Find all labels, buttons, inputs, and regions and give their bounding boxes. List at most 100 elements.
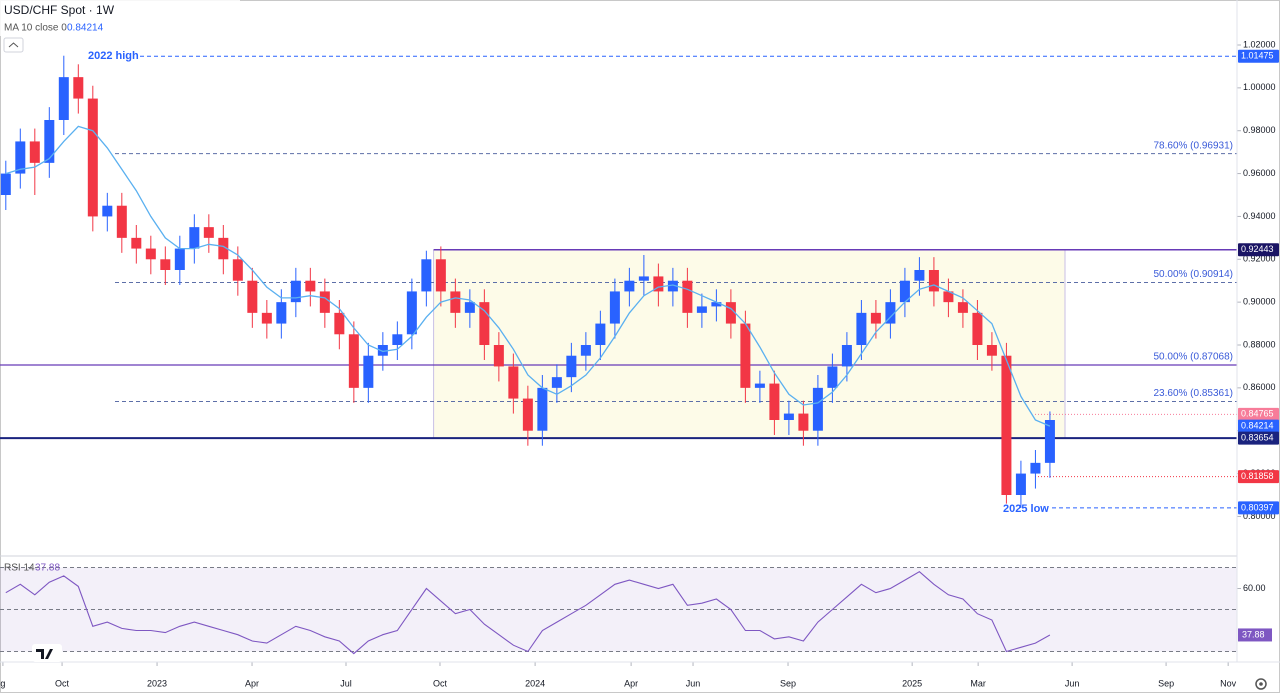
- candle-body: [798, 413, 809, 431]
- candle-body: [87, 98, 98, 217]
- price-label-box: [1238, 407, 1279, 421]
- logo-mark: [36, 649, 53, 659]
- price-label-box: [1238, 49, 1279, 63]
- candle-body: [116, 205, 127, 238]
- candle-body: [450, 291, 461, 313]
- x-tick-label: g: [0, 678, 5, 688]
- y-tick-label: 0.94000: [1243, 211, 1276, 221]
- x-tick-label: Oct: [55, 678, 70, 688]
- x-tick-label: Mar: [970, 678, 986, 688]
- candle-body: [479, 302, 490, 345]
- rsi-label-box: [1238, 628, 1272, 642]
- candle-body: [421, 259, 432, 292]
- candle-body: [218, 237, 229, 260]
- x-tick-label: 2024: [525, 678, 545, 688]
- price-label-box: [1238, 501, 1279, 515]
- candle-body: [711, 302, 722, 307]
- rsi-price-label: 37.88: [1242, 629, 1265, 639]
- price-label-box: [1238, 431, 1279, 445]
- candle-body: [928, 270, 939, 292]
- x-tick-label: 2023: [147, 678, 167, 688]
- candle-body: [1044, 420, 1055, 463]
- candle-body: [682, 280, 693, 313]
- candle-body: [769, 383, 780, 420]
- price-label-box: [1238, 470, 1279, 484]
- level-note: 2025 low: [1003, 503, 1049, 515]
- x-tick-label: Jun: [1065, 678, 1080, 688]
- candle-body: [870, 312, 881, 324]
- x-tick-label: Jul: [340, 678, 352, 688]
- candle-body: [609, 291, 620, 324]
- collapse-button[interactable]: [3, 37, 24, 53]
- y-tick-label: 0.92000: [1243, 254, 1276, 264]
- candle-body: [348, 334, 359, 388]
- candle-body: [247, 280, 258, 313]
- candle-body: [580, 345, 591, 356]
- price-label-box: [1238, 243, 1279, 257]
- candle-body: [58, 77, 69, 120]
- candle-body: [754, 383, 765, 388]
- candle-body: [841, 345, 852, 367]
- y-tick-label: 1.00000: [1243, 82, 1276, 92]
- candle-body: [160, 259, 171, 270]
- y-tick-label: 0.96000: [1243, 168, 1276, 178]
- price-label: 0.92443: [1241, 244, 1274, 254]
- rsi-value: 37.88: [35, 563, 60, 574]
- candle-body: [740, 323, 751, 388]
- rsi-line: [5, 571, 1051, 655]
- legend-bg: [0, 0, 240, 36]
- settings-button[interactable]: [1255, 678, 1267, 690]
- candle-body: [377, 345, 388, 356]
- candle-body: [667, 280, 678, 292]
- x-tick-label: Apr: [624, 678, 638, 688]
- candle-body: [783, 413, 794, 420]
- price-label: 0.84214: [1241, 421, 1274, 431]
- candle-body: [392, 334, 403, 345]
- price-label: 1.01475: [1241, 51, 1274, 61]
- x-tick-label: Nov: [1220, 678, 1237, 688]
- candle-body: [856, 312, 867, 345]
- candle-body: [986, 345, 997, 356]
- candle-body: [189, 227, 200, 249]
- candle-body: [522, 398, 533, 431]
- candle-body: [1030, 462, 1041, 474]
- candle-body: [0, 173, 11, 195]
- settings-dot: [1259, 682, 1263, 686]
- candle-body: [464, 302, 475, 313]
- candle-body: [725, 302, 736, 324]
- candle-body: [638, 276, 649, 281]
- fib-label: 23.60% (0.85361): [1153, 388, 1233, 399]
- candle-body: [305, 280, 316, 292]
- fib-label: 50.00% (0.90914): [1153, 269, 1233, 280]
- candle-body: [624, 280, 635, 292]
- candle-body: [29, 141, 40, 163]
- candle-body: [174, 248, 185, 270]
- y-tick-label: 0.80000: [1243, 511, 1276, 521]
- candle-body: [145, 248, 156, 260]
- candle-body: [696, 306, 707, 313]
- fib-label: 50.00% (0.87068): [1153, 352, 1233, 363]
- candle-body: [1001, 355, 1012, 495]
- ma-value: 0.84214: [67, 23, 104, 34]
- candle-body: [203, 227, 214, 238]
- candle-body: [73, 77, 84, 99]
- y-tick-label: 0.98000: [1243, 125, 1276, 135]
- candle-body: [551, 377, 562, 388]
- candle-body: [508, 366, 519, 399]
- candle-body: [812, 387, 823, 431]
- candle-body: [653, 276, 664, 292]
- x-tick-label: Jun: [686, 678, 701, 688]
- candle-body: [899, 280, 910, 303]
- candle-body: [102, 205, 113, 217]
- fib-label: 78.60% (0.96931): [1153, 140, 1233, 151]
- collapse-icon: [8, 42, 19, 48]
- y-tick-label: 0.90000: [1243, 297, 1276, 307]
- candle-body: [885, 302, 896, 324]
- candle-body: [319, 291, 330, 313]
- ma-label: MA 10 close 0: [4, 23, 67, 34]
- candle-body: [406, 291, 417, 335]
- candle-body: [537, 387, 548, 431]
- candle-body: [15, 141, 26, 174]
- candle-body: [1015, 473, 1026, 495]
- plot: 0.800000.820000.840000.860000.880000.900…: [0, 39, 1279, 688]
